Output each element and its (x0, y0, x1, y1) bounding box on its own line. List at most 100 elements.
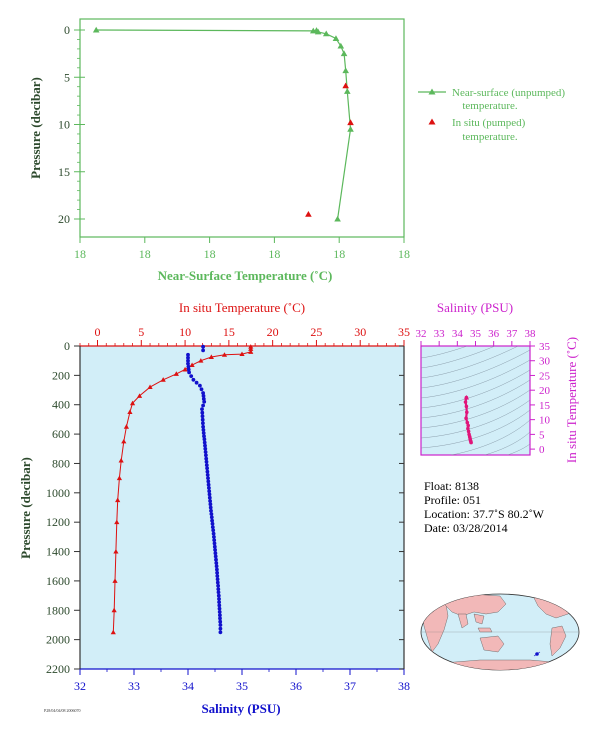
salinity-profile-point (214, 557, 218, 562)
ts-density-contours (421, 346, 530, 455)
salinity-profile-point (199, 387, 204, 392)
temperature-tick-label: 30 (354, 325, 366, 339)
salinity-profile-point (204, 463, 209, 467)
salinity-profile-point (203, 443, 207, 448)
top-x-tick-label: 18 (139, 247, 151, 261)
salinity-profile-point (207, 489, 212, 494)
salinity-profile-point (206, 476, 210, 480)
salinity-profile-point (205, 469, 210, 474)
ts-point (466, 423, 471, 428)
salinity-profile-point (215, 577, 220, 582)
salinity-profile-point (210, 521, 215, 526)
top-x-tick-label: 18 (398, 247, 410, 261)
temperature-tick-label: 15 (223, 325, 235, 339)
salinity-profile-point (203, 446, 208, 451)
salinity-profile-point (207, 486, 211, 490)
salinity-profile-point (213, 548, 218, 552)
temperature-tick-label: 0 (95, 325, 101, 339)
in-situ-point (347, 119, 354, 126)
ts-salinity-axis: 32 33 34 35 36 37 38 (416, 328, 536, 346)
top-y-tick-label: 15 (58, 165, 70, 179)
ts-point (469, 440, 473, 445)
near-surface-point (322, 30, 330, 37)
salinity-profile-point (201, 403, 206, 408)
ts-x-tick-label: 34 (452, 328, 464, 340)
salinity-profile-point (213, 551, 218, 556)
salinity-profile-point (207, 495, 212, 500)
salinity-profile-point (217, 600, 222, 604)
legend-label-in-situ-line1: In situ (pumped) (452, 117, 526, 129)
near-surface-point (332, 35, 340, 41)
salinity-profile-point (216, 583, 221, 588)
salinity-profile-point (201, 397, 206, 401)
salinity-tick-label: 38 (398, 679, 410, 693)
salinity-profile-point (200, 410, 205, 415)
pressure-tick-label: 1000 (46, 486, 70, 500)
salinity-profile-point (215, 580, 220, 585)
salinity-profile-point (206, 482, 211, 487)
top-series (92, 26, 354, 222)
temperature-tick-label: 10 (179, 325, 191, 339)
near-surface-point (334, 215, 341, 222)
float-location-tick (533, 651, 541, 657)
legend-label-near-surface-line2: temperature. (462, 100, 518, 112)
salinity-profile-point (214, 564, 219, 569)
salinity-profile-point (218, 630, 223, 635)
near-surface-point (314, 28, 322, 35)
salinity-tick-label: 37 (344, 679, 356, 693)
temperature-profile-point (189, 362, 195, 368)
salinity-profile-point (209, 508, 213, 513)
temperature-axis-label: In situ Temperature (˚C) (179, 300, 305, 315)
temperature-profile-point (121, 438, 127, 444)
salinity-profile-point (217, 603, 222, 608)
temperature-profile-point (129, 400, 136, 406)
top-x-label: Near-Surface Temperature (˚C) (158, 268, 333, 283)
salinity-profile-point (212, 541, 217, 546)
legend-marker-in-situ (428, 118, 436, 125)
pressure-tick-label: 600 (52, 427, 70, 441)
ts-diagram: 32 33 34 35 36 37 38 0 5 10 15 20 25 30 35 Salinity (… (416, 300, 580, 463)
float-info: Float: 8138 Profile: 051 Location: 37.7˚… (424, 479, 545, 535)
info-profile: Profile: 051 (424, 493, 481, 507)
salinity-profile-point (217, 610, 222, 614)
ts-y-label: In situ Temperature (˚C) (564, 337, 579, 463)
footer-code: P28/04/04/08 2006070 (44, 708, 81, 713)
salinity-profile-point (202, 399, 207, 404)
salinity-profile-point (186, 361, 190, 366)
legend-label-near-surface-line1: Near-surface (unpumped) (452, 87, 565, 99)
top-x-tick-label: 18 (333, 247, 345, 261)
temperature-profile-point (114, 519, 120, 525)
salinity-profile-point (213, 554, 218, 559)
temperature-profile-point (221, 352, 228, 357)
top-y-tick-label: 20 (58, 212, 70, 226)
salinity-profile-point (201, 428, 206, 432)
ts-surface-point (463, 394, 470, 400)
temperature-profile-point (112, 578, 118, 583)
temperature-profile-point (182, 366, 188, 372)
near-surface-point (340, 50, 348, 57)
ts-x-tick-label: 37 (506, 328, 518, 340)
ts-point (463, 400, 468, 404)
top-x-tick-label: 18 (204, 247, 216, 261)
info-date: Date: 03/28/2014 (424, 521, 508, 535)
salinity-profile-point (186, 355, 190, 360)
near-surface-point (347, 125, 354, 132)
legend-marker-near-surface (428, 88, 436, 95)
pressure-tick-label: 400 (52, 398, 70, 412)
ts-point (466, 429, 471, 434)
ts-y-tick-label: 30 (539, 356, 551, 368)
salinity-profile-point (205, 466, 210, 471)
salinity-profile-point (201, 421, 205, 426)
ts-y-tick-label: 25 (539, 370, 551, 382)
salinity-profile-point (202, 434, 206, 439)
salinity-profile-point (189, 374, 194, 378)
ts-temperature-axis: 0 5 10 15 20 25 30 35 (530, 341, 551, 456)
salinity-profile-point (218, 623, 223, 627)
ts-x-tick-label: 35 (470, 328, 482, 340)
near-surface-point (92, 26, 100, 33)
ts-y-tick-label: 35 (539, 341, 551, 353)
temperature-profile-point (160, 377, 166, 382)
salinity-profile-point (201, 431, 206, 435)
temperature-profile-point (248, 346, 254, 351)
top-y-axis: 0 5 10 15 20 (58, 23, 85, 226)
